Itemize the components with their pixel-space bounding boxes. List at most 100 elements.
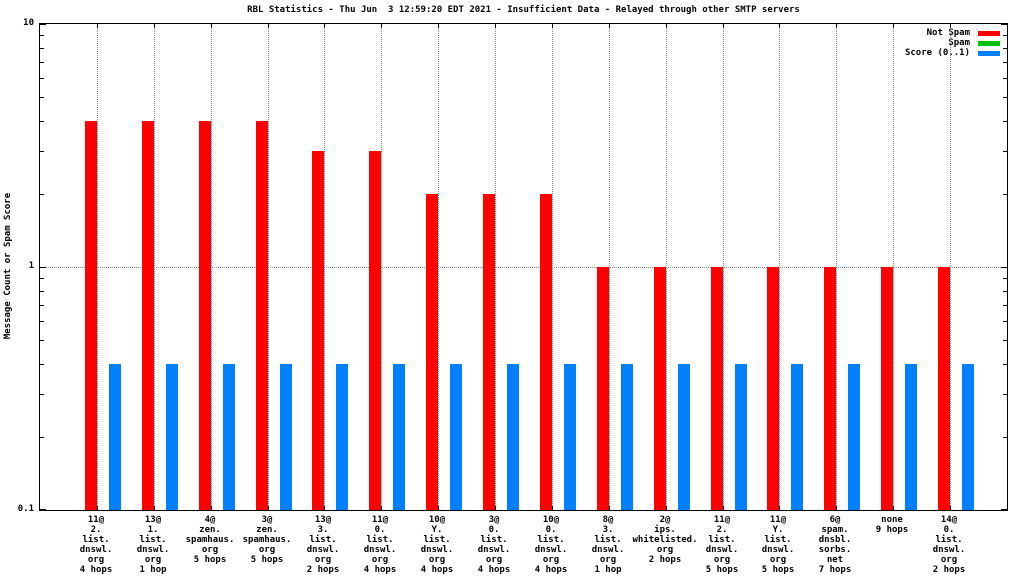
y-minor-tick-right <box>1003 194 1007 195</box>
x-tick-label-line: dnswl. <box>705 545 739 555</box>
x-tick-bottom <box>324 506 325 510</box>
bar-not-spam <box>711 267 723 510</box>
x-tick-label-line: 1 hop <box>139 565 167 575</box>
x-tick-bottom <box>495 506 496 510</box>
x-gridline <box>154 24 155 510</box>
x-tick-bottom <box>211 506 212 510</box>
x-tick-label-line: Y. <box>431 525 443 535</box>
bar-not-spam <box>654 267 666 510</box>
x-tick-label-line: list. <box>423 535 451 545</box>
x-tick-top <box>154 24 155 28</box>
bar-not-spam <box>312 151 324 510</box>
x-tick-label: none 9 hops <box>847 515 937 535</box>
chart-title: RBL Statistics - Thu Jun 3 12:59:20 EDT … <box>247 5 800 15</box>
y-major-tick-right <box>1001 24 1007 25</box>
x-tick-label-line: 11@ <box>371 515 389 525</box>
x-tick-label-line: 3. <box>317 525 329 535</box>
y-major-tick-left <box>40 509 46 510</box>
x-tick-label-line: org <box>314 555 332 565</box>
x-tick-label-line: list. <box>537 535 565 545</box>
bar-score-0-1- <box>109 364 121 510</box>
x-tick-bottom <box>552 506 553 510</box>
bar-score-0-1- <box>393 364 405 510</box>
y-minor-tick-left <box>40 97 44 98</box>
y-minor-tick-right <box>1003 151 1007 152</box>
x-tick-label-line: org <box>87 555 105 565</box>
y-minor-tick-right <box>1003 35 1007 36</box>
x-tick-label-line: 11@ <box>713 515 731 525</box>
x-tick-label-line: ips. <box>654 525 676 535</box>
y-minor-tick-left <box>40 321 44 322</box>
x-tick-label-line: 4 hops <box>534 565 568 575</box>
y-minor-tick-right <box>1003 321 1007 322</box>
x-tick-label-line: 1 hop <box>594 565 622 575</box>
y-minor-tick-left <box>40 121 44 122</box>
x-tick-label-line: org <box>656 545 674 555</box>
bar-not-spam <box>426 194 438 510</box>
bar-score-0-1- <box>336 364 348 510</box>
x-tick-label-line: 0. <box>943 525 955 535</box>
y-minor-tick-left <box>40 394 44 395</box>
legend-swatch <box>978 50 1000 56</box>
x-tick-bottom <box>893 506 894 510</box>
x-gridline <box>836 24 837 510</box>
x-tick-label-line: 5 hops <box>705 565 739 575</box>
x-tick-label-line: 0. <box>488 525 500 535</box>
x-tick-label-line: 9 hops <box>875 525 909 535</box>
bar-score-0-1- <box>848 364 860 510</box>
y-minor-tick-right <box>1003 291 1007 292</box>
x-tick-label-line: 2 hops <box>932 565 966 575</box>
x-tick-label-line: spamhaus. <box>242 535 292 545</box>
x-tick-label-line: whitelisted. <box>632 535 698 545</box>
bar-score-0-1- <box>450 364 462 510</box>
x-tick-bottom <box>666 506 667 510</box>
x-tick-label: 13@ 3. list. dnswl. org 2 hops <box>278 515 368 575</box>
x-tick-label-line: spamhaus. <box>185 535 235 545</box>
x-gridline <box>495 24 496 510</box>
legend-swatch <box>978 40 1000 46</box>
x-tick-top <box>97 24 98 28</box>
x-tick-label-line: list. <box>935 535 963 545</box>
x-tick-label-line: 13@ <box>314 515 332 525</box>
y-minor-tick-right <box>1003 48 1007 49</box>
bar-not-spam <box>142 121 154 510</box>
legend-label: Score (0..1) <box>904 48 970 58</box>
x-tick-label-line: 3. <box>602 525 614 535</box>
y-major-tick-left <box>40 267 46 268</box>
bar-score-0-1- <box>962 364 974 510</box>
x-gridline <box>950 24 951 510</box>
x-tick-label-line: dnswl. <box>306 545 340 555</box>
bar-not-spam <box>483 194 495 510</box>
bar-not-spam <box>597 267 609 510</box>
x-gridline <box>268 24 269 510</box>
bar-score-0-1- <box>621 364 633 510</box>
x-tick-label-line: org <box>258 545 276 555</box>
y-minor-tick-left <box>40 48 44 49</box>
x-tick-label-line: zen. <box>256 525 278 535</box>
x-tick-top <box>893 24 894 28</box>
y-minor-tick-right <box>1003 121 1007 122</box>
x-tick-label-line: sorbs. <box>818 545 852 555</box>
x-gridline <box>723 24 724 510</box>
y-major-tick-right <box>1001 267 1007 268</box>
bar-not-spam <box>824 267 836 510</box>
bar-score-0-1- <box>280 364 292 510</box>
bar-score-0-1- <box>678 364 690 510</box>
x-tick-label: 2@ ips. whitelisted. org 2 hops <box>620 515 710 565</box>
bar-score-0-1- <box>564 364 576 510</box>
plot-area: Not Spam Spam Score (0..1) <box>39 23 1008 511</box>
bar-score-0-1- <box>735 364 747 510</box>
x-tick-label-line: list. <box>82 535 110 545</box>
y-minor-tick-left <box>40 151 44 152</box>
x-tick-label-line: 4 hops <box>363 565 397 575</box>
x-tick-label-line: dnswl. <box>477 545 511 555</box>
x-tick-label-line: 13@ <box>144 515 162 525</box>
x-tick-label-line: org <box>201 545 219 555</box>
y-minor-tick-left <box>40 194 44 195</box>
bar-not-spam <box>256 121 268 510</box>
legend-row: Not Spam <box>905 28 1000 38</box>
y-minor-tick-right <box>1003 78 1007 79</box>
x-tick-label: 14@ 0. list. dnswl. org 2 hops <box>904 515 994 575</box>
x-tick-label-line: 5 hops <box>250 555 284 565</box>
x-tick-label-line: 2@ <box>659 515 671 525</box>
